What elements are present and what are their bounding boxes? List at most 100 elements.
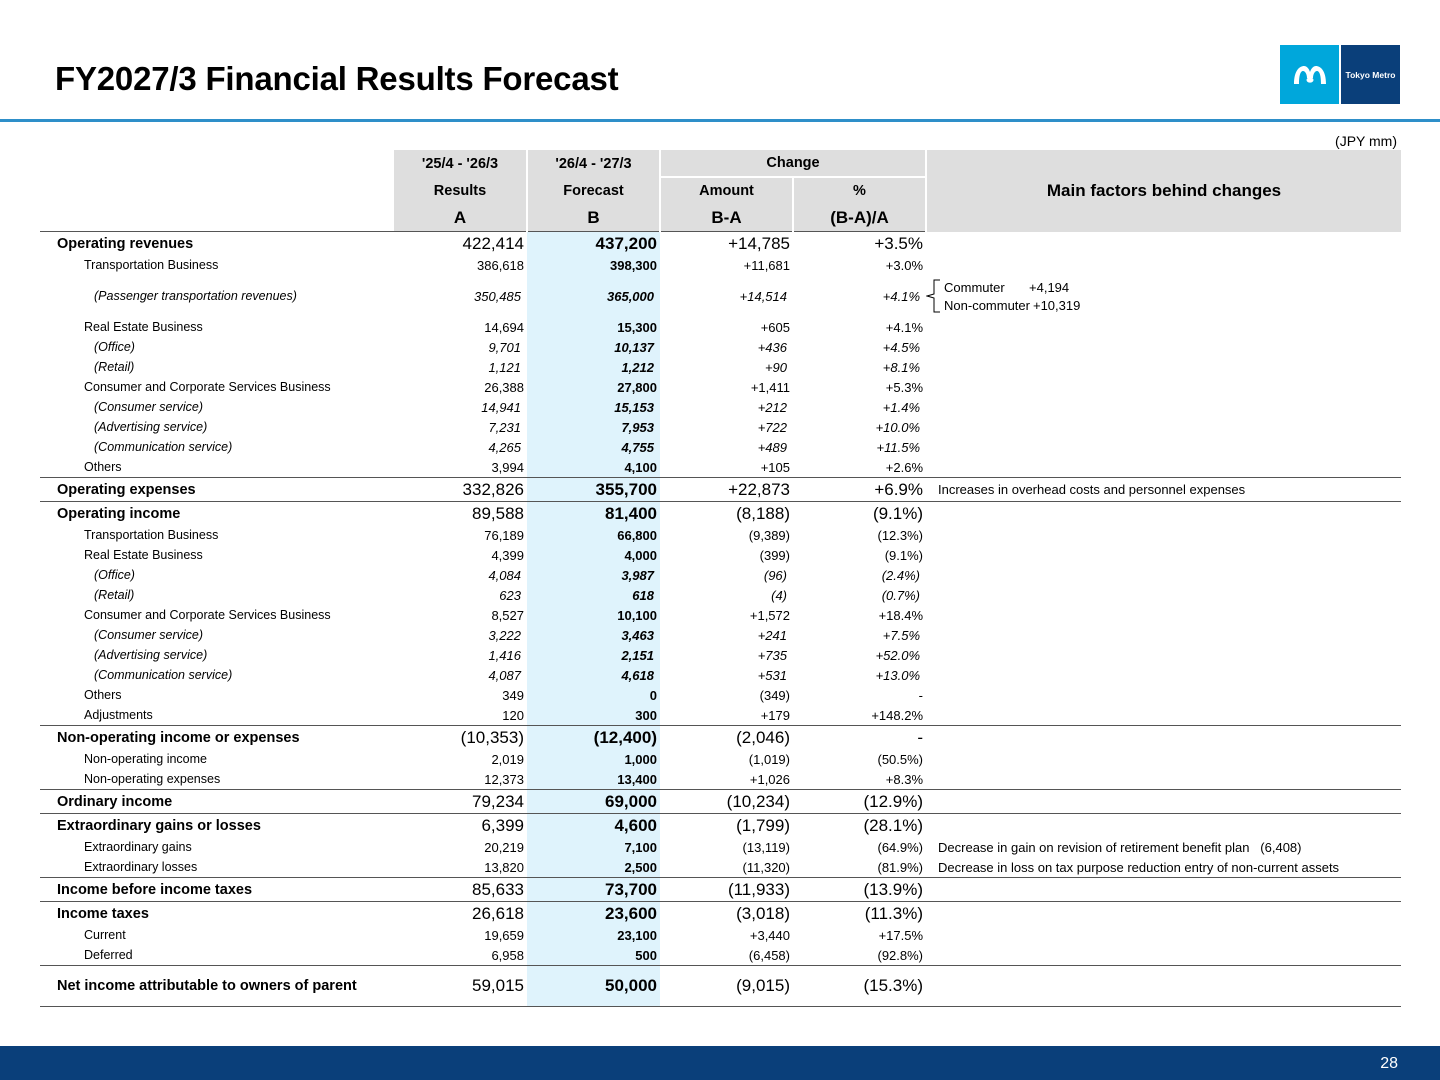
cell-factors bbox=[926, 377, 1401, 397]
cell-change-pct: (50.5%) bbox=[793, 749, 927, 769]
cell-change-amount: (11,320) bbox=[660, 857, 793, 878]
table-row: Real Estate Business 4,399 4,000 (399) (9.1%… bbox=[40, 545, 1401, 565]
cell-factors bbox=[926, 255, 1401, 275]
cell-results: 1,416 bbox=[394, 645, 527, 665]
cell-change-pct: (9.1%) bbox=[793, 501, 927, 525]
row-label: (Advertising service) bbox=[40, 417, 394, 437]
cell-change-pct: +4.1% bbox=[793, 317, 927, 337]
table-row: Transportation Business 76,189 66,800 (9,38… bbox=[40, 525, 1401, 545]
cell-results: 13,820 bbox=[394, 857, 527, 878]
forecast-table: '25/4 - '26/3 '26/4 - '27/3 Change Main … bbox=[40, 150, 1402, 1007]
cell-forecast: 4,600 bbox=[527, 813, 660, 837]
cell-results: 4,087 bbox=[394, 665, 527, 685]
table-row: Consumer and Corporate Services Business… bbox=[40, 605, 1401, 625]
cell-results: 422,414 bbox=[394, 231, 527, 255]
table-row: Non-operating expenses 12,373 13,400 +1,026… bbox=[40, 769, 1401, 790]
cell-change-pct: (2.4%) bbox=[793, 565, 927, 585]
cell-factors bbox=[926, 545, 1401, 565]
cell-change-amount: (399) bbox=[660, 545, 793, 565]
row-label: Others bbox=[40, 685, 394, 705]
page-title: FY2027/3 Financial Results Forecast bbox=[55, 60, 619, 97]
cell-factors bbox=[926, 457, 1401, 478]
cell-change-amount: +605 bbox=[660, 317, 793, 337]
header-b: B bbox=[527, 204, 661, 232]
cell-change-pct: - bbox=[793, 685, 927, 705]
cell-forecast: 7,953 bbox=[527, 417, 660, 437]
row-label: Extraordinary gains bbox=[40, 837, 394, 857]
table-row: (Advertising service) 7,231 7,953 +722 +10.0… bbox=[40, 417, 1401, 437]
cell-change-pct: +10.0% bbox=[793, 417, 927, 437]
passenger-breakdown: Commuter +4,194 Non-commuter +10,319 bbox=[926, 279, 1126, 313]
title-divider bbox=[0, 119, 1440, 122]
cell-change-amount: (1,019) bbox=[660, 749, 793, 769]
cell-forecast: 355,700 bbox=[527, 477, 660, 502]
row-label: Non-operating income or expenses bbox=[40, 725, 394, 749]
table-row: Others 349 0 (349) - bbox=[40, 685, 1401, 705]
cell-factors bbox=[926, 705, 1401, 726]
row-label: (Office) bbox=[40, 565, 394, 585]
cell-change-amount: +14,514 bbox=[660, 275, 793, 317]
cell-factors bbox=[926, 605, 1401, 625]
cell-forecast: 4,618 bbox=[527, 665, 660, 685]
header-change: Change bbox=[660, 150, 927, 178]
row-label: Ordinary income bbox=[40, 789, 394, 814]
row-label: Income before income taxes bbox=[40, 877, 394, 902]
header-forecast: Forecast bbox=[527, 177, 661, 204]
header-pct: % bbox=[793, 177, 927, 204]
row-label: (Advertising service) bbox=[40, 645, 394, 665]
table-row: Operating revenues 422,414 437,200 +14,785 +… bbox=[40, 231, 1401, 255]
row-label: Non-operating expenses bbox=[40, 769, 394, 790]
cell-change-amount: +1,026 bbox=[660, 769, 793, 790]
cell-change-pct: +3.5% bbox=[793, 231, 927, 255]
cell-factors bbox=[926, 417, 1401, 437]
cell-factors bbox=[926, 813, 1402, 837]
cell-change-amount: +14,785 bbox=[660, 231, 793, 255]
cell-change-pct: (92.8%) bbox=[793, 945, 927, 966]
table-row: Real Estate Business 14,694 15,300 +605 +4.1… bbox=[40, 317, 1401, 337]
table-row: Operating expenses 332,826 355,700 +22,873 +… bbox=[40, 477, 1402, 502]
cell-change-amount: +11,681 bbox=[660, 255, 793, 275]
table-row: Others 3,994 4,100 +105 +2.6% bbox=[40, 457, 1401, 478]
table-row: Ordinary income 79,234 69,000 (10,234) (12.9… bbox=[40, 789, 1402, 814]
cell-change-pct: +8.1% bbox=[793, 357, 927, 377]
cell-change-amount: (2,046) bbox=[660, 725, 793, 749]
cell-factors bbox=[926, 725, 1402, 749]
table-row: Adjustments 120 300 +179 +148.2% bbox=[40, 705, 1401, 726]
cell-change-pct: +3.0% bbox=[793, 255, 927, 275]
cell-forecast: 69,000 bbox=[527, 789, 660, 814]
cell-results: 350,485 bbox=[394, 275, 527, 317]
cell-results: 26,388 bbox=[394, 377, 527, 397]
cell-change-amount: +436 bbox=[660, 337, 793, 357]
row-label: (Retail) bbox=[40, 585, 394, 605]
cell-forecast: 4,000 bbox=[527, 545, 660, 565]
cell-change-pct: (11.3%) bbox=[793, 901, 927, 925]
cell-factors bbox=[926, 665, 1401, 685]
cell-forecast: 3,987 bbox=[527, 565, 660, 585]
cell-change-pct: +2.6% bbox=[793, 457, 927, 478]
table-row: (Communication service) 4,087 4,618 +531 +13… bbox=[40, 665, 1401, 685]
cell-results: 85,633 bbox=[394, 877, 527, 902]
table-body: Operating revenues 422,414 437,200 +14,785 +… bbox=[40, 231, 1402, 1007]
commuter-label: Commuter bbox=[944, 280, 1005, 295]
cell-results: 3,222 bbox=[394, 625, 527, 645]
cell-factors bbox=[926, 749, 1401, 769]
table-row: Current 19,659 23,100 +3,440 +17.5% bbox=[40, 925, 1401, 945]
cell-change-amount: +22,873 bbox=[660, 477, 793, 502]
table-row: Operating income 89,588 81,400 (8,188) (9.1%… bbox=[40, 501, 1402, 525]
row-label: Consumer and Corporate Services Business bbox=[40, 377, 394, 397]
cell-factors bbox=[926, 585, 1401, 605]
footer-bar: 28 bbox=[0, 1046, 1440, 1080]
row-label: (Retail) bbox=[40, 357, 394, 377]
table-row: Extraordinary gains or losses 6,399 4,600(… bbox=[40, 813, 1402, 837]
row-label: Net income attributable to owners of par… bbox=[40, 965, 394, 1007]
logo-wordmark: Tokyo Metro bbox=[1341, 45, 1400, 104]
cell-factors bbox=[926, 685, 1401, 705]
cell-change-amount: +1,572 bbox=[660, 605, 793, 625]
cell-change-amount: +105 bbox=[660, 457, 793, 478]
page-number: 28 bbox=[1380, 1055, 1398, 1072]
row-label: Extraordinary gains or losses bbox=[40, 813, 394, 837]
cell-factors: Decrease in gain on revision of retireme… bbox=[938, 839, 1302, 855]
cell-forecast: 4,755 bbox=[527, 437, 660, 457]
cell-change-amount: +489 bbox=[660, 437, 793, 457]
cell-change-amount: (4) bbox=[660, 585, 793, 605]
